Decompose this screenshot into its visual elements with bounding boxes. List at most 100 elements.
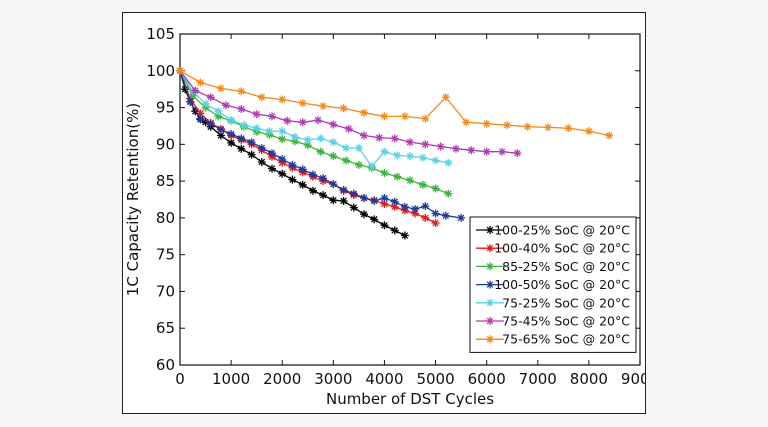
data-point <box>482 147 491 156</box>
y-tick-label: 90 <box>156 135 175 153</box>
data-point <box>462 118 471 127</box>
legend-swatch-marker <box>486 298 494 307</box>
data-point <box>268 112 276 121</box>
legend-label: 100-25% SoC @ 20°C <box>494 223 630 238</box>
data-point <box>584 127 593 136</box>
x-tick-label: 1000 <box>212 370 250 388</box>
data-point <box>196 78 205 87</box>
y-axis-title: 1C Capacity Retention(%) <box>124 103 142 296</box>
data-point <box>278 135 287 144</box>
legend-item: 100-50% SoC @ 20°C <box>476 277 630 292</box>
y-tick-label: 60 <box>156 356 175 374</box>
y-tick-label: 65 <box>156 319 175 337</box>
y-tick-label: 105 <box>146 25 175 43</box>
data-point <box>544 123 552 132</box>
data-point <box>319 174 328 183</box>
data-point <box>400 231 409 240</box>
data-point <box>186 97 195 106</box>
data-point <box>367 162 376 171</box>
data-point <box>252 110 261 119</box>
data-point <box>431 156 440 165</box>
data-point <box>298 180 307 189</box>
plot-area <box>179 33 641 366</box>
series-line <box>179 70 406 237</box>
data-point <box>278 155 287 163</box>
data-point <box>329 196 338 205</box>
legend-label: 85-25% SoC @ 20°C <box>502 259 630 274</box>
data-point <box>206 93 215 102</box>
series-1 <box>176 66 409 240</box>
data-point <box>370 197 379 205</box>
data-point <box>339 104 348 113</box>
legend-label: 75-65% SoC @ 20°C <box>502 332 630 347</box>
data-point <box>227 130 236 138</box>
data-point <box>406 138 414 147</box>
data-point <box>191 86 200 95</box>
series <box>176 66 614 240</box>
data-point <box>406 152 414 161</box>
data-point <box>360 131 368 140</box>
data-point <box>354 144 363 152</box>
data-point <box>329 152 338 161</box>
data-point <box>406 176 414 185</box>
data-point <box>291 133 299 141</box>
data-point <box>291 137 299 146</box>
data-point <box>188 91 197 100</box>
x-tick-label: 0 <box>175 370 185 388</box>
chart-frame: 0 1000 2000 3000 4000 5000 6000 7000 8000 9000 60… <box>122 12 646 414</box>
legend-swatch-marker <box>486 262 494 271</box>
data-point <box>214 107 223 116</box>
data-point <box>257 93 266 102</box>
y-tick-label: 100 <box>146 62 175 80</box>
data-point <box>303 135 312 144</box>
data-point <box>239 121 248 130</box>
legend-swatch-marker <box>486 244 494 253</box>
series-line <box>179 70 449 168</box>
data-point <box>380 147 389 156</box>
legend-label: 75-45% SoC @ 20°C <box>502 314 630 329</box>
data-point <box>237 87 246 96</box>
series-4 <box>176 66 466 222</box>
data-point <box>457 213 466 222</box>
data-point <box>360 210 368 219</box>
legend-item: 75-65% SoC @ 20°C <box>476 332 630 347</box>
data-point <box>380 221 389 230</box>
data-point <box>181 85 190 94</box>
legend-label: 100-40% SoC @ 20°C <box>494 241 630 256</box>
data-point <box>342 144 351 152</box>
series-line <box>179 70 449 195</box>
series-6 <box>176 66 522 158</box>
data-point <box>393 151 402 160</box>
data-point <box>329 120 338 129</box>
data-point <box>349 203 358 212</box>
y-tick-label: 75 <box>156 246 175 264</box>
data-point <box>201 118 210 127</box>
data-point <box>380 169 389 177</box>
data-point <box>227 116 236 125</box>
data-point <box>418 180 427 189</box>
data-point <box>390 202 399 211</box>
data-point <box>411 209 420 218</box>
data-point <box>298 99 307 108</box>
data-point <box>393 172 402 181</box>
data-point <box>237 105 246 113</box>
data-point <box>349 189 358 198</box>
data-point <box>380 199 389 208</box>
data-point <box>308 170 317 179</box>
data-point <box>247 150 256 159</box>
data-point <box>380 194 389 202</box>
data-point <box>380 112 389 121</box>
data-point <box>288 160 297 169</box>
data-point <box>216 125 225 134</box>
legend-item: 85-25% SoC @ 20°C <box>476 259 630 274</box>
data-point <box>298 118 307 127</box>
data-point <box>431 219 440 227</box>
x-tick-label: 9000 <box>621 370 645 388</box>
data-point <box>283 116 292 125</box>
legend: 100-25% SoC @ 20°C 100-40% SoC @ 20°C 85-2… <box>469 216 637 353</box>
data-point <box>513 149 522 158</box>
data-point <box>390 197 399 206</box>
data-point <box>400 112 409 121</box>
legend-label: 75-25% SoC @ 20°C <box>502 295 630 310</box>
data-point <box>342 156 351 165</box>
